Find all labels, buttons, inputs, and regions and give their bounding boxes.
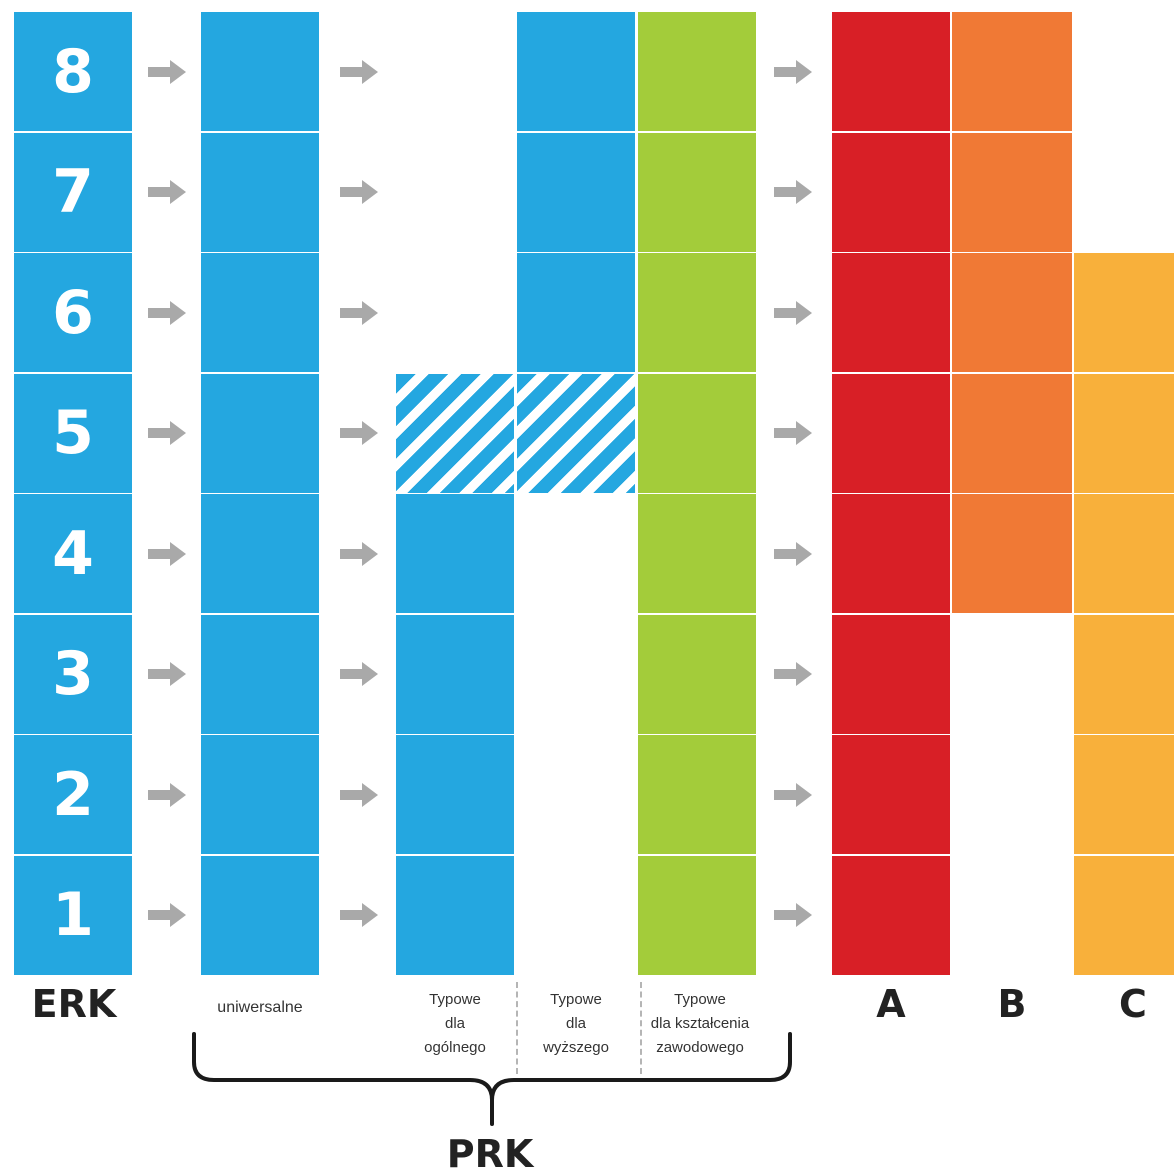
arrow-icon-to-sectors-6 [774,300,812,325]
arrow-icon-erk-to-prk-1 [148,903,186,927]
col-b-level-6 [952,253,1072,372]
col-a-level-6 [832,253,950,372]
col-universal-level-7 [201,132,319,252]
arrow-icon-erk-to-prk-5 [148,421,186,445]
col-vocational-level-1 [638,855,756,975]
arrow-icon-universal-6 [340,300,378,325]
label-vocational: Typowe dla kształcenia zawodowego [650,991,750,1056]
col-higher-level-7 [517,132,635,252]
label-prk: PRK [446,1132,534,1176]
col-a-level-8 [832,12,950,131]
label-a: A [876,982,906,1026]
arrow-icon-universal-8 [340,59,378,84]
col-universal-level-8 [201,12,319,131]
arrow-icon-to-sectors-4 [774,541,812,566]
arrow-icon-universal-1 [340,903,378,927]
col-higher-level-5-hatched [517,373,635,493]
arrow-icon-erk-to-prk-6 [148,300,186,325]
label-b: B [997,982,1027,1026]
col-a-level-5 [832,373,950,493]
col-b-level-4 [952,494,1072,613]
arrow-icon-universal-3 [340,662,378,686]
col-a-level-2 [832,735,950,854]
erk-level-3: 3 [14,614,132,734]
label-c: C [1119,982,1147,1026]
arrow-icon-to-sectors-7 [774,180,812,204]
col-general-level-3 [396,614,514,734]
col-universal-level-4 [201,494,319,613]
col-b-level-5 [952,373,1072,493]
col-vocational-level-5 [638,373,756,493]
arrow-icon-to-sectors-8 [774,59,812,84]
col-a-level-7 [832,132,950,252]
col-vocational-level-2 [638,735,756,854]
erk-level-6: 6 [14,253,132,372]
col-a-level-3 [832,614,950,734]
label-universal: uniwersalne [217,999,303,1016]
divider-higher-vocational [640,982,642,1074]
arrow-icon-erk-to-prk-8 [148,59,186,84]
arrow-icon-erk-to-prk-2 [148,782,186,807]
arrow-icon-universal-7 [340,180,378,204]
col-vocational-level-3 [638,614,756,734]
erk-level-2: 2 [14,735,132,854]
arrow-icon-to-sectors-1 [774,903,812,927]
col-general-level-2 [396,735,514,854]
col-c-level-3 [1074,614,1174,734]
arrow-icon-universal-4 [340,541,378,566]
col-b-level-7 [952,132,1072,252]
col-general-level-4 [396,494,514,613]
col-higher-level-6 [517,253,635,372]
arrow-icon-erk-to-prk-4 [148,541,186,566]
col-universal-level-2 [201,735,319,854]
label-higher: Typowe dla wyższego [543,991,609,1056]
erk-level-8: 8 [14,12,132,131]
col-c-level-1 [1074,855,1174,975]
arrow-icon-erk-to-prk-7 [148,180,186,204]
arrow-icon-to-sectors-3 [774,662,812,686]
col-a-level-4 [832,494,950,613]
col-vocational-level-7 [638,132,756,252]
col-universal-level-6 [201,253,319,372]
erk-level-5: 5 [14,373,132,493]
erk-level-7: 7 [14,132,132,252]
col-general-level-1 [396,855,514,975]
arrow-icon-to-sectors-2 [774,782,812,807]
arrow-icon-erk-to-prk-3 [148,662,186,686]
col-general-level-5-hatched [396,373,514,493]
arrow-icon-to-sectors-5 [774,421,812,445]
col-a-level-1 [832,855,950,975]
col-vocational-level-4 [638,494,756,613]
arrow-icon-universal-2 [340,782,378,807]
erk-level-1: 1 [14,855,132,975]
label-general: Typowe dla ogólnego [424,991,486,1056]
col-c-level-2 [1074,735,1174,854]
erk-level-4: 4 [14,494,132,613]
label-erk: ERK [31,982,117,1026]
col-vocational-level-8 [638,12,756,131]
col-higher-level-8 [517,12,635,131]
col-c-level-6 [1074,253,1174,372]
col-c-level-4 [1074,494,1174,613]
col-universal-level-5 [201,373,319,493]
col-universal-level-3 [201,614,319,734]
col-b-level-8 [952,12,1072,131]
divider-general-higher [516,982,518,1074]
col-c-level-5 [1074,373,1174,493]
arrow-icon-universal-5 [340,421,378,445]
col-vocational-level-6 [638,253,756,372]
col-universal-level-1 [201,855,319,975]
